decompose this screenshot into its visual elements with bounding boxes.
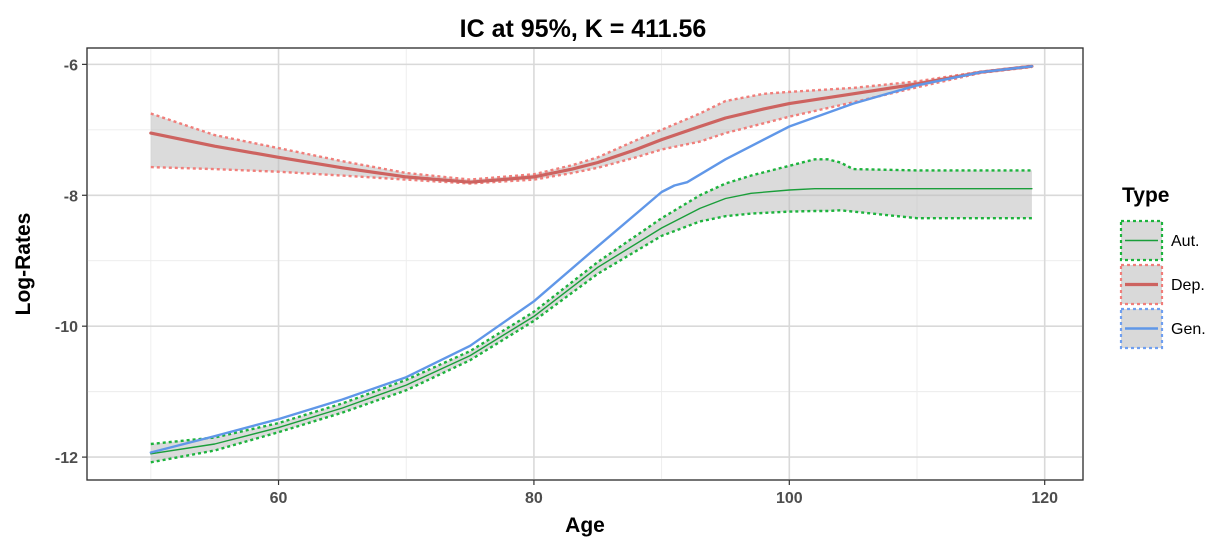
band-aut [150, 159, 1032, 463]
legend-label-gen: Gen. [1171, 321, 1206, 338]
y-tick-label: -12 [55, 450, 78, 467]
legend-label-dep: Dep. [1171, 277, 1205, 294]
y-tick-label: -6 [64, 57, 78, 74]
lower-bound-dep [150, 65, 1033, 185]
plot-border [86, 47, 1084, 481]
legend-label-aut: Aut. [1171, 233, 1199, 250]
line-dep [149, 64, 1034, 184]
legend: Type Aut. Dep. Gen. [1119, 184, 1206, 350]
x-tick-label: 80 [525, 490, 543, 507]
chart-title: IC at 95%, K = 411.56 [460, 15, 707, 43]
legend-title: Type [1122, 184, 1169, 207]
line-aut [150, 187, 1033, 455]
x-axis: 60 80 100 120 [270, 480, 1058, 507]
band-dep [150, 65, 1032, 184]
upper-bound-dep [150, 64, 1033, 181]
confidence-bands [150, 65, 1032, 463]
x-axis-title: Age [565, 514, 605, 537]
x-tick-label: 120 [1031, 490, 1058, 507]
plot-panel [86, 47, 1084, 481]
lower-bound-aut [150, 209, 1032, 464]
y-tick-label: -8 [64, 188, 78, 205]
y-axis-title: Log-Rates [12, 213, 35, 316]
series-lines [149, 64, 1034, 464]
x-tick-label: 100 [776, 490, 803, 507]
x-tick-label: 60 [270, 490, 288, 507]
line-gen [149, 65, 1034, 454]
y-axis: -12 -10 -8 -6 [55, 57, 87, 467]
y-tick-label: -10 [55, 319, 78, 336]
upper-bound-aut [150, 158, 1032, 446]
